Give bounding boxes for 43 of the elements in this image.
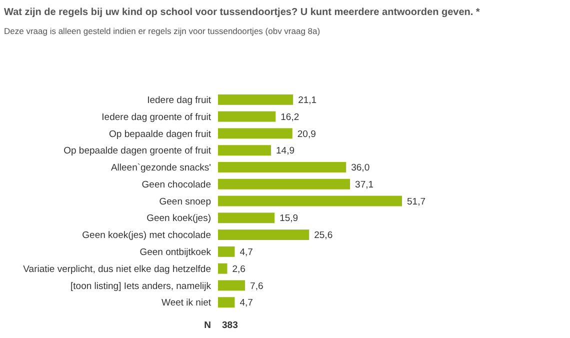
y-tick-label: Op bepaalde dagen groente of fruit: [64, 146, 212, 157]
bar: [218, 128, 292, 139]
bar: [218, 297, 235, 308]
data-label: 4,7: [240, 247, 253, 258]
bar: [218, 111, 276, 122]
y-tick-label: Geen koek(jes) met chocolade: [82, 230, 211, 242]
bar: [218, 230, 310, 240]
bar: [218, 280, 246, 291]
data-label: 2,6: [232, 264, 246, 275]
data-label: 36,0: [351, 162, 370, 174]
text: 383: [222, 320, 238, 331]
y-tick-label: Op bepaalde dagen fruit: [109, 128, 212, 140]
chart-subtitle: Deze vraag is alleen gesteld indien er regels zijn voor tussendoortjes (obv vraag 8a): [4, 26, 320, 36]
data-label: 7,6: [250, 280, 264, 292]
data-label: 20,9: [297, 128, 316, 140]
data-label: 14,9: [276, 146, 295, 157]
bar: [218, 162, 346, 172]
data-label: 25,6: [314, 230, 333, 242]
bar: [218, 178, 350, 190]
data-label: 37,1: [355, 179, 374, 190]
chart-title: Wat zijn de regels bij uw kind op school voor tussendoortjes? U kunt meerdere antwoorden geven. *: [4, 7, 480, 18]
bar: [218, 246, 235, 257]
data-label: 4,7: [240, 298, 253, 309]
text: N: [204, 320, 212, 331]
data-label: 15,9: [280, 213, 298, 224]
y-tick-label: Geen chocolade: [142, 179, 211, 190]
bar: [218, 196, 402, 206]
y-tick-label: Weet ik niet: [162, 298, 212, 309]
bar: [218, 94, 294, 105]
data-label: 51,7: [407, 196, 426, 208]
y-tick-label: Geen ontbijtkoek: [140, 247, 212, 258]
bar: [218, 212, 275, 224]
y-tick-label: [toon listing] Iets anders, namelijk: [70, 280, 212, 292]
y-tick-label: Geen snoep: [159, 196, 211, 208]
y-tick-label: Alleen`gezonde snacks': [110, 162, 212, 174]
y-tick-label: Iedere dag groente of fruit: [102, 112, 212, 123]
data-label: 16,2: [280, 112, 300, 123]
bar: [218, 145, 272, 156]
y-tick-label: Iedere dag fruit: [147, 94, 212, 106]
bar: [218, 263, 228, 274]
data-label: 21,1: [298, 94, 317, 106]
y-tick-label: Variatie verplicht, dus niet elke dag hetzelfde: [23, 264, 211, 275]
y-tick-label: Geen koek(jes): [146, 213, 211, 224]
